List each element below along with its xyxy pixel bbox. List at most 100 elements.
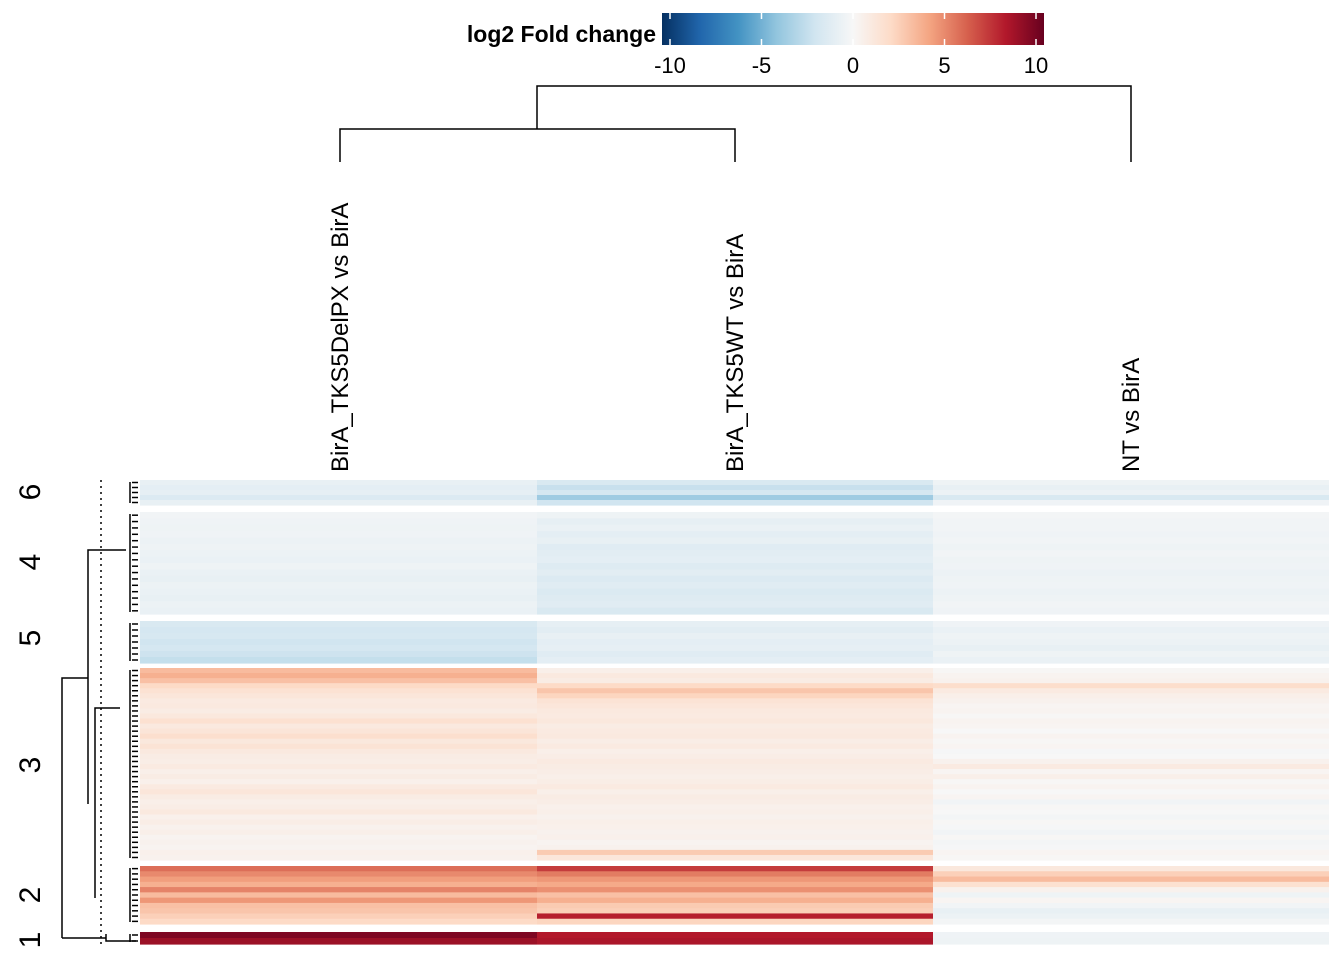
heatmap-cell [933, 819, 1329, 826]
heatmap-cell [140, 908, 537, 915]
heatmap-cell [933, 758, 1329, 765]
heatmap-cell [140, 819, 537, 826]
heatmap-cell [537, 668, 933, 674]
cluster-label: 3 [14, 757, 47, 774]
heatmap-cell [140, 824, 537, 831]
heatmap-cell [537, 871, 933, 878]
heatmap-cell [537, 819, 933, 826]
heatmap-cell [140, 728, 537, 735]
heatmap-cell [140, 789, 537, 795]
heatmap-cell [140, 708, 537, 715]
heatmap-cell [933, 588, 1329, 596]
heatmap-cell [537, 651, 933, 658]
heatmap-cell [933, 575, 1329, 583]
cluster-label: 5 [14, 630, 47, 647]
heatmap-cell [933, 908, 1329, 915]
heatmap-cell [933, 668, 1329, 674]
column-label: NT vs BirA [1118, 358, 1145, 472]
heatmap-cell [140, 657, 537, 664]
heatmap-cell [140, 866, 537, 872]
heatmap-cell [140, 645, 537, 652]
legend-title: log2 Fold change [467, 21, 656, 47]
heatmap-cell [933, 779, 1329, 785]
heatmap-cell [140, 678, 537, 684]
heatmap-cell [933, 500, 1329, 506]
heatmap-cell [140, 844, 537, 851]
heatmap-cell [933, 844, 1329, 851]
heatmap-cell [140, 774, 537, 780]
heatmap-cell [537, 774, 933, 780]
heatmap-cell [933, 537, 1329, 545]
heatmap-cell [933, 913, 1329, 920]
row-dendro-leaf-1 [105, 934, 136, 942]
heatmap-cell [537, 844, 933, 851]
heatmap-cell [537, 743, 933, 750]
heatmap-cell [537, 601, 933, 609]
heatmap-cell [537, 913, 933, 920]
heatmap-cell [140, 829, 537, 836]
heatmap-cell [537, 563, 933, 570]
heatmap-cell [933, 743, 1329, 750]
heatmap-cell [140, 531, 537, 539]
row-dendro-upper [87, 549, 126, 804]
heatmap-cell [140, 799, 537, 806]
heatmap-cell [537, 758, 933, 765]
heatmap-cell [140, 693, 537, 699]
column-labels: BirA_TKS5DelPX vs BirA BirA_TKS5WT vs Bir… [327, 203, 1145, 472]
heatmap-cell [140, 582, 537, 590]
heatmap-cell [537, 480, 933, 486]
heatmap-cell [933, 512, 1329, 519]
heatmap-cell [933, 518, 1329, 526]
heatmap-cell [933, 769, 1329, 775]
heatmap-cell [933, 789, 1329, 795]
heatmap-cell [537, 569, 933, 577]
heatmap-cell [537, 688, 933, 694]
heatmap-cell [933, 582, 1329, 590]
heatmap-cell [933, 708, 1329, 715]
heatmap-cell [933, 854, 1329, 861]
heatmap-cell [140, 594, 537, 602]
row-dendrogram [61, 480, 138, 944]
heatmap-cell [933, 683, 1329, 689]
heatmap-cell [537, 897, 933, 904]
heatmap-cell [933, 728, 1329, 735]
heatmap-cell [140, 651, 537, 658]
heatmap-cell [933, 799, 1329, 806]
heatmap-cell [537, 887, 933, 893]
heatmap-cell [140, 588, 537, 596]
heatmap-cell [933, 621, 1329, 628]
heatmap-cell [537, 500, 933, 506]
heatmap-cell [537, 876, 933, 883]
heatmap-cell [933, 543, 1329, 551]
heatmap-cell [537, 588, 933, 596]
heatmap-cell [933, 784, 1329, 790]
heatmap-cell [140, 876, 537, 883]
heatmap-cell [537, 698, 933, 704]
heatmap-cell [537, 673, 933, 679]
heatmap-cell [537, 881, 933, 888]
legend-tick-label: -10 [654, 53, 686, 78]
heatmap-cell [537, 932, 933, 939]
heatmap-cell [140, 621, 537, 628]
heatmap-cell [933, 748, 1329, 755]
heatmap-cell [933, 633, 1329, 640]
heatmap-cell [933, 718, 1329, 725]
heatmap-cell [933, 804, 1329, 811]
legend-tick-label: 10 [1024, 53, 1048, 78]
heatmap-cell [933, 839, 1329, 846]
heatmap-cell [140, 871, 537, 878]
heatmap-cell [933, 524, 1329, 532]
heatmap-cell [140, 758, 537, 765]
heatmap-cell [140, 753, 537, 760]
heatmap-cell [537, 594, 933, 602]
heatmap-cell [933, 824, 1329, 831]
heatmap-cell [140, 718, 537, 725]
heatmap-cell [140, 668, 537, 674]
heatmap-cell [933, 495, 1329, 501]
heatmap-cell [537, 866, 933, 872]
heatmap-cell [933, 764, 1329, 770]
heatmap-cell [537, 633, 933, 640]
heatmap-cell [537, 723, 933, 730]
heatmap-cell [933, 938, 1329, 945]
heatmap-cell [933, 881, 1329, 888]
